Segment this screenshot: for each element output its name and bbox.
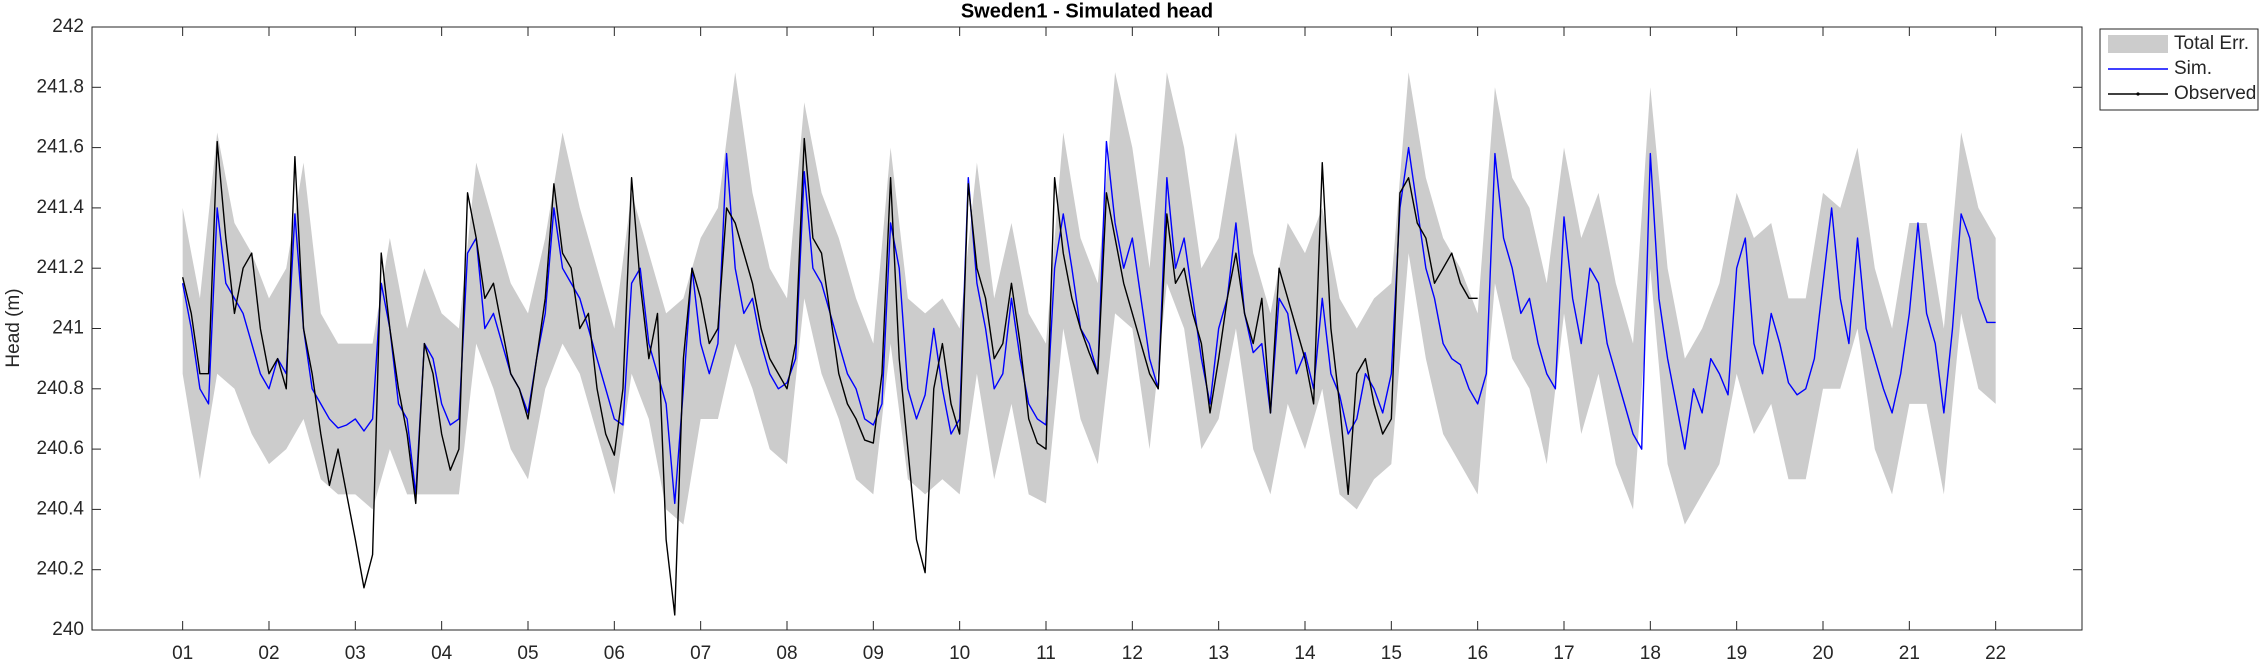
x-tick-label: 05 [517, 643, 538, 664]
x-tick-label: 22 [1985, 643, 2006, 664]
y-tick-label: 242 [52, 16, 84, 37]
y-tick-label: 240 [52, 619, 84, 640]
x-tick-label: 11 [1036, 643, 1056, 664]
y-tick-label: 241.8 [36, 76, 84, 97]
x-tick-label: 01 [172, 643, 193, 664]
x-tick-label: 13 [1208, 643, 1229, 664]
legend-label: Observed [2174, 83, 2256, 104]
y-tick-label: 241.2 [36, 257, 84, 278]
y-tick-label: 240.8 [36, 378, 84, 399]
x-tick-label: 18 [1640, 643, 1661, 664]
x-tick-label: 07 [690, 643, 711, 664]
x-tick-label: 12 [1122, 643, 1143, 664]
x-tick-label: 10 [949, 643, 970, 664]
series-line [181, 137, 1478, 616]
x-tick-label: 08 [776, 643, 797, 664]
series-line [181, 140, 1996, 505]
x-tick-label: 17 [1553, 643, 1574, 664]
x-tick-label: 04 [431, 643, 453, 664]
x-tick-label: 14 [1294, 643, 1316, 664]
x-tick-label: 15 [1381, 643, 1402, 664]
error-band [182, 72, 1996, 525]
y-tick-label: 241 [52, 318, 84, 339]
legend-marker [2136, 92, 2140, 96]
x-tick-label: 21 [1899, 643, 1920, 664]
legend: Total Err. Sim. Observed [2099, 28, 2259, 111]
y-axis-label: Head (m) [3, 288, 24, 367]
y-tick-label: 240.2 [36, 559, 84, 580]
x-tick-label: 19 [1726, 643, 1747, 664]
x-tick-label: 03 [345, 643, 366, 664]
legend-label: Sim. [2174, 58, 2212, 79]
x-tick-label: 20 [1812, 643, 1833, 664]
x-tick-label: 02 [258, 643, 279, 664]
y-tick-label: 241.6 [36, 137, 84, 158]
legend-label: Total Err. [2174, 33, 2249, 54]
x-tick-label: 06 [604, 643, 625, 664]
y-tick-label: 240.4 [36, 498, 84, 519]
x-tick-label: 09 [863, 643, 884, 664]
y-tick-label: 240.6 [36, 438, 84, 459]
chart-title: Sweden1 - Simulated head [961, 0, 1213, 22]
legend-swatch [2108, 35, 2168, 53]
y-tick-label: 241.4 [36, 197, 84, 218]
x-tick-label: 16 [1467, 643, 1488, 664]
